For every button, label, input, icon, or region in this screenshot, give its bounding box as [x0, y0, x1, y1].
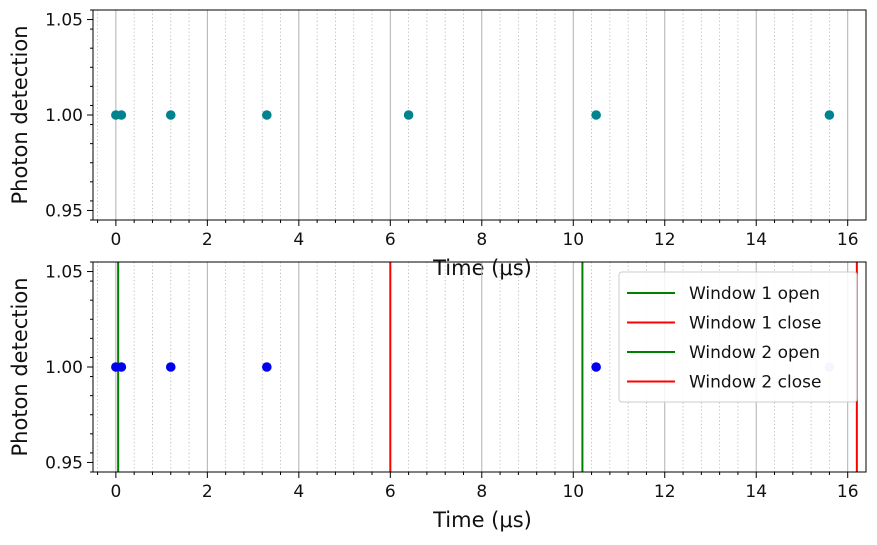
x-tick-label: 2 — [202, 230, 213, 250]
x-axis-label: Time (μs) — [432, 508, 532, 532]
y-ticks: 0.95 1.00 1.05 — [45, 261, 93, 473]
data-point — [262, 362, 272, 372]
data-points — [111, 110, 835, 120]
y-tick-label: 0.95 — [45, 201, 83, 221]
legend-label: Window 1 close — [689, 314, 821, 334]
x-tick-label: 8 — [476, 482, 487, 502]
y-tick-label: 1.00 — [45, 358, 83, 378]
data-point — [824, 110, 835, 120]
data-point — [116, 110, 127, 120]
y-tick-label: 0.95 — [45, 453, 83, 473]
x-ticks: 0 2 4 6 8 10 12 14 16 — [97, 220, 859, 250]
data-point — [262, 110, 272, 120]
y-axis-label: Photon detection — [8, 25, 32, 204]
x-tick-label: 4 — [293, 482, 304, 502]
x-tick-label: 12 — [654, 482, 676, 502]
x-tick-label: 0 — [110, 482, 121, 502]
grid — [97, 10, 849, 220]
y-tick-label: 1.05 — [45, 263, 83, 283]
legend: Window 1 open Window 1 close Window 2 open… — [618, 271, 858, 403]
x-tick-label: 16 — [837, 230, 859, 250]
x-tick-label: 10 — [562, 482, 584, 502]
y-ticks: 0.95 1.00 1.05 — [45, 9, 93, 221]
data-point — [591, 110, 601, 120]
x-tick-label: 6 — [385, 230, 396, 250]
x-tick-label: 16 — [837, 482, 859, 502]
x-ticks: 0 2 4 6 8 10 12 14 16 — [97, 472, 859, 502]
data-point — [165, 362, 176, 372]
axes-frame — [92, 9, 867, 221]
y-tick-label: 1.00 — [45, 106, 83, 126]
data-point — [116, 362, 127, 372]
data-point — [591, 362, 601, 372]
chart-panel-1: 0 2 4 6 8 10 12 14 16 0.95 1.00 1.05 Photon detectio… — [8, 9, 867, 280]
data-point — [403, 110, 414, 120]
x-tick-label: 12 — [654, 230, 676, 250]
x-tick-label: 8 — [476, 230, 487, 250]
legend-label: Window 2 close — [689, 373, 821, 393]
x-tick-label: 6 — [385, 482, 396, 502]
legend-box — [618, 271, 858, 403]
x-tick-label: 4 — [293, 230, 304, 250]
legend-label: Window 1 open — [689, 284, 820, 304]
x-tick-label: 14 — [745, 482, 767, 502]
chart-panel-2: 0 2 4 6 8 10 12 14 16 0.95 1.00 1.05 Photon detectio… — [8, 261, 867, 532]
x-tick-label: 2 — [202, 482, 213, 502]
x-tick-label: 14 — [745, 230, 767, 250]
x-tick-label: 10 — [562, 230, 584, 250]
y-axis-label: Photon detection — [8, 277, 32, 456]
y-tick-label: 1.05 — [45, 11, 83, 31]
legend-label: Window 2 open — [689, 343, 820, 363]
x-tick-label: 0 — [110, 230, 121, 250]
data-point — [165, 110, 176, 120]
